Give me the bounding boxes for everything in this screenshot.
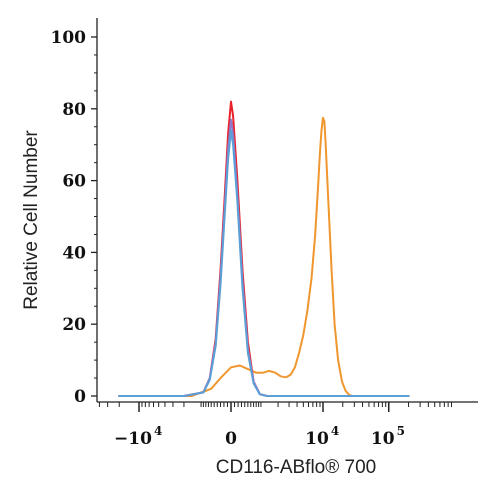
x-tick-exponent: 5 xyxy=(397,424,405,438)
histogram-line xyxy=(118,129,410,397)
x-tick-exponent: 4 xyxy=(154,424,162,438)
y-axis-title: Relative Cell Number xyxy=(21,130,42,310)
histogram-line xyxy=(118,100,410,397)
axis-frame xyxy=(96,18,478,403)
histogram-line xyxy=(118,118,410,397)
x-tick-label: 0 xyxy=(225,429,237,449)
x-tick-label: 10 xyxy=(371,429,395,449)
x-axis-title: CD116-ABflo® 700 xyxy=(216,457,376,478)
y-tick-label: 100 xyxy=(51,28,87,48)
x-axis-ticks: −10 4 0 10 4 10 5 xyxy=(98,402,453,449)
histogram-line xyxy=(118,116,410,397)
y-tick-label: 40 xyxy=(62,243,86,263)
y-tick-label: 80 xyxy=(62,100,86,120)
y-tick-label: 0 xyxy=(74,387,86,407)
y-tick-label: 20 xyxy=(62,315,86,335)
histogram-series xyxy=(118,100,410,397)
y-axis-ticks: 0 20 40 60 80 100 xyxy=(51,28,97,407)
x-tick-exponent: 4 xyxy=(331,424,339,438)
x-tick-label: −10 xyxy=(114,429,152,449)
x-tick-label: 10 xyxy=(305,429,329,449)
y-tick-label: 60 xyxy=(62,172,86,192)
